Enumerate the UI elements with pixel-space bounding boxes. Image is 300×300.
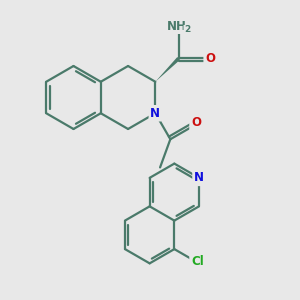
Text: NH: NH bbox=[167, 20, 187, 33]
Text: 2: 2 bbox=[184, 26, 190, 34]
Text: Cl: Cl bbox=[191, 255, 204, 268]
Text: O: O bbox=[205, 52, 215, 65]
Text: N: N bbox=[194, 171, 204, 184]
Text: N: N bbox=[150, 107, 160, 120]
Polygon shape bbox=[155, 57, 180, 82]
Text: O: O bbox=[191, 116, 201, 129]
